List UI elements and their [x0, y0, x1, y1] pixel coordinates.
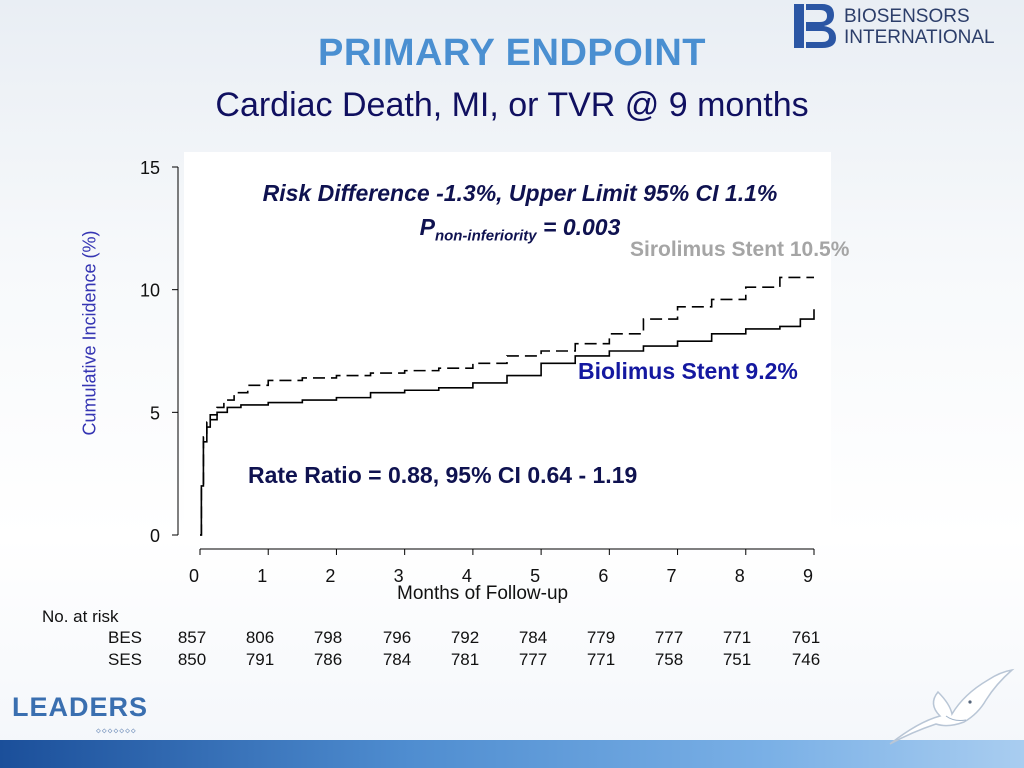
- risk-table-header: No. at risk: [42, 607, 119, 626]
- risk-table-ses-value: 777: [518, 650, 548, 669]
- risk-table-ses-value: 758: [654, 650, 684, 669]
- risk-table-ses-value: 781: [450, 650, 480, 669]
- risk-table-ses-value: 751: [722, 650, 752, 669]
- risk-table-bes-label: BES: [108, 628, 143, 647]
- risk-table-ses-label: SES: [108, 650, 143, 669]
- risk-table-bes-value: 806: [245, 628, 275, 647]
- bes-series-label: Biolimus Stent 9.2%: [578, 358, 798, 384]
- slide-subtitle: Cardiac Death, MI, or TVR @ 9 months: [215, 86, 809, 124]
- logo-line-2: INTERNATIONAL: [844, 27, 995, 48]
- risk-table-bes-value: 771: [722, 628, 752, 647]
- chart-panel: [184, 152, 831, 545]
- x-tick-label: 2: [325, 566, 335, 586]
- risk-table-bes-value: 792: [450, 628, 480, 647]
- x-tick-label: 5: [530, 566, 540, 586]
- y-tick-label: 5: [150, 403, 160, 423]
- x-tick-label: 7: [667, 566, 677, 586]
- footer-bar: [0, 740, 1024, 768]
- y-tick-label: 0: [150, 526, 160, 546]
- p-value: = 0.003: [536, 214, 621, 240]
- risk-difference-text: Risk Difference -1.3%, Upper Limit 95% C…: [262, 180, 778, 206]
- leaders-logo: LEADERS: [12, 692, 149, 722]
- risk-table-bes-value: 798: [313, 628, 343, 647]
- risk-table-bes-value: 761: [791, 628, 821, 647]
- x-tick-label: 6: [598, 566, 608, 586]
- p-value-text: Pnon-inferiority = 0.003: [150, 214, 890, 245]
- risk-table-bes-value: 796: [382, 628, 412, 647]
- risk-table-ses-value: 784: [382, 650, 412, 669]
- x-tick-label: 4: [462, 566, 472, 586]
- x-tick-label: 0: [189, 566, 199, 586]
- bes-curve: [200, 309, 815, 536]
- biosensors-logo-icon: [794, 4, 836, 48]
- x-tick-label: 8: [735, 566, 745, 586]
- y-tick-label: 10: [140, 281, 160, 301]
- p-subscript: non-inferiority: [434, 227, 537, 245]
- ses-series-label: Sirolimus Stent 10.5%: [630, 238, 850, 261]
- leaders-logo-sub: ◇◇◇◇◇◇◇: [96, 726, 137, 735]
- biosensors-logo: BIOSENSORS INTERNATIONAL: [792, 2, 1024, 50]
- risk-table-ses-value: 746: [791, 650, 821, 669]
- x-tick-label: 3: [394, 566, 404, 586]
- x-tick-label: 9: [803, 566, 813, 586]
- x-tick-label: 1: [257, 566, 267, 586]
- p-prefix: P: [419, 214, 435, 240]
- risk-table-bes-value: 779: [586, 628, 616, 647]
- rate-ratio-text: Rate Ratio = 0.88, 95% CI 0.64 - 1.19: [248, 462, 638, 488]
- x-axis-label: Months of Follow-up: [397, 583, 569, 604]
- risk-table-ses-value: 771: [586, 650, 616, 669]
- risk-table-bes-value: 784: [518, 628, 548, 647]
- risk-table-bes-value: 777: [654, 628, 684, 647]
- risk-table-bes-value: 857: [177, 628, 207, 647]
- risk-table-ses-value: 791: [245, 650, 275, 669]
- y-tick-label: 15: [140, 158, 160, 178]
- slide-title: PRIMARY ENDPOINT: [317, 32, 707, 74]
- ses-curve: [200, 276, 814, 536]
- seagull-icon: [889, 668, 1015, 745]
- risk-table-ses-value: 786: [313, 650, 343, 669]
- logo-line-1: BIOSENSORS: [844, 6, 970, 27]
- y-axis-label: Cumulative Incidence (%): [79, 230, 100, 436]
- risk-table-ses-value: 850: [177, 650, 207, 669]
